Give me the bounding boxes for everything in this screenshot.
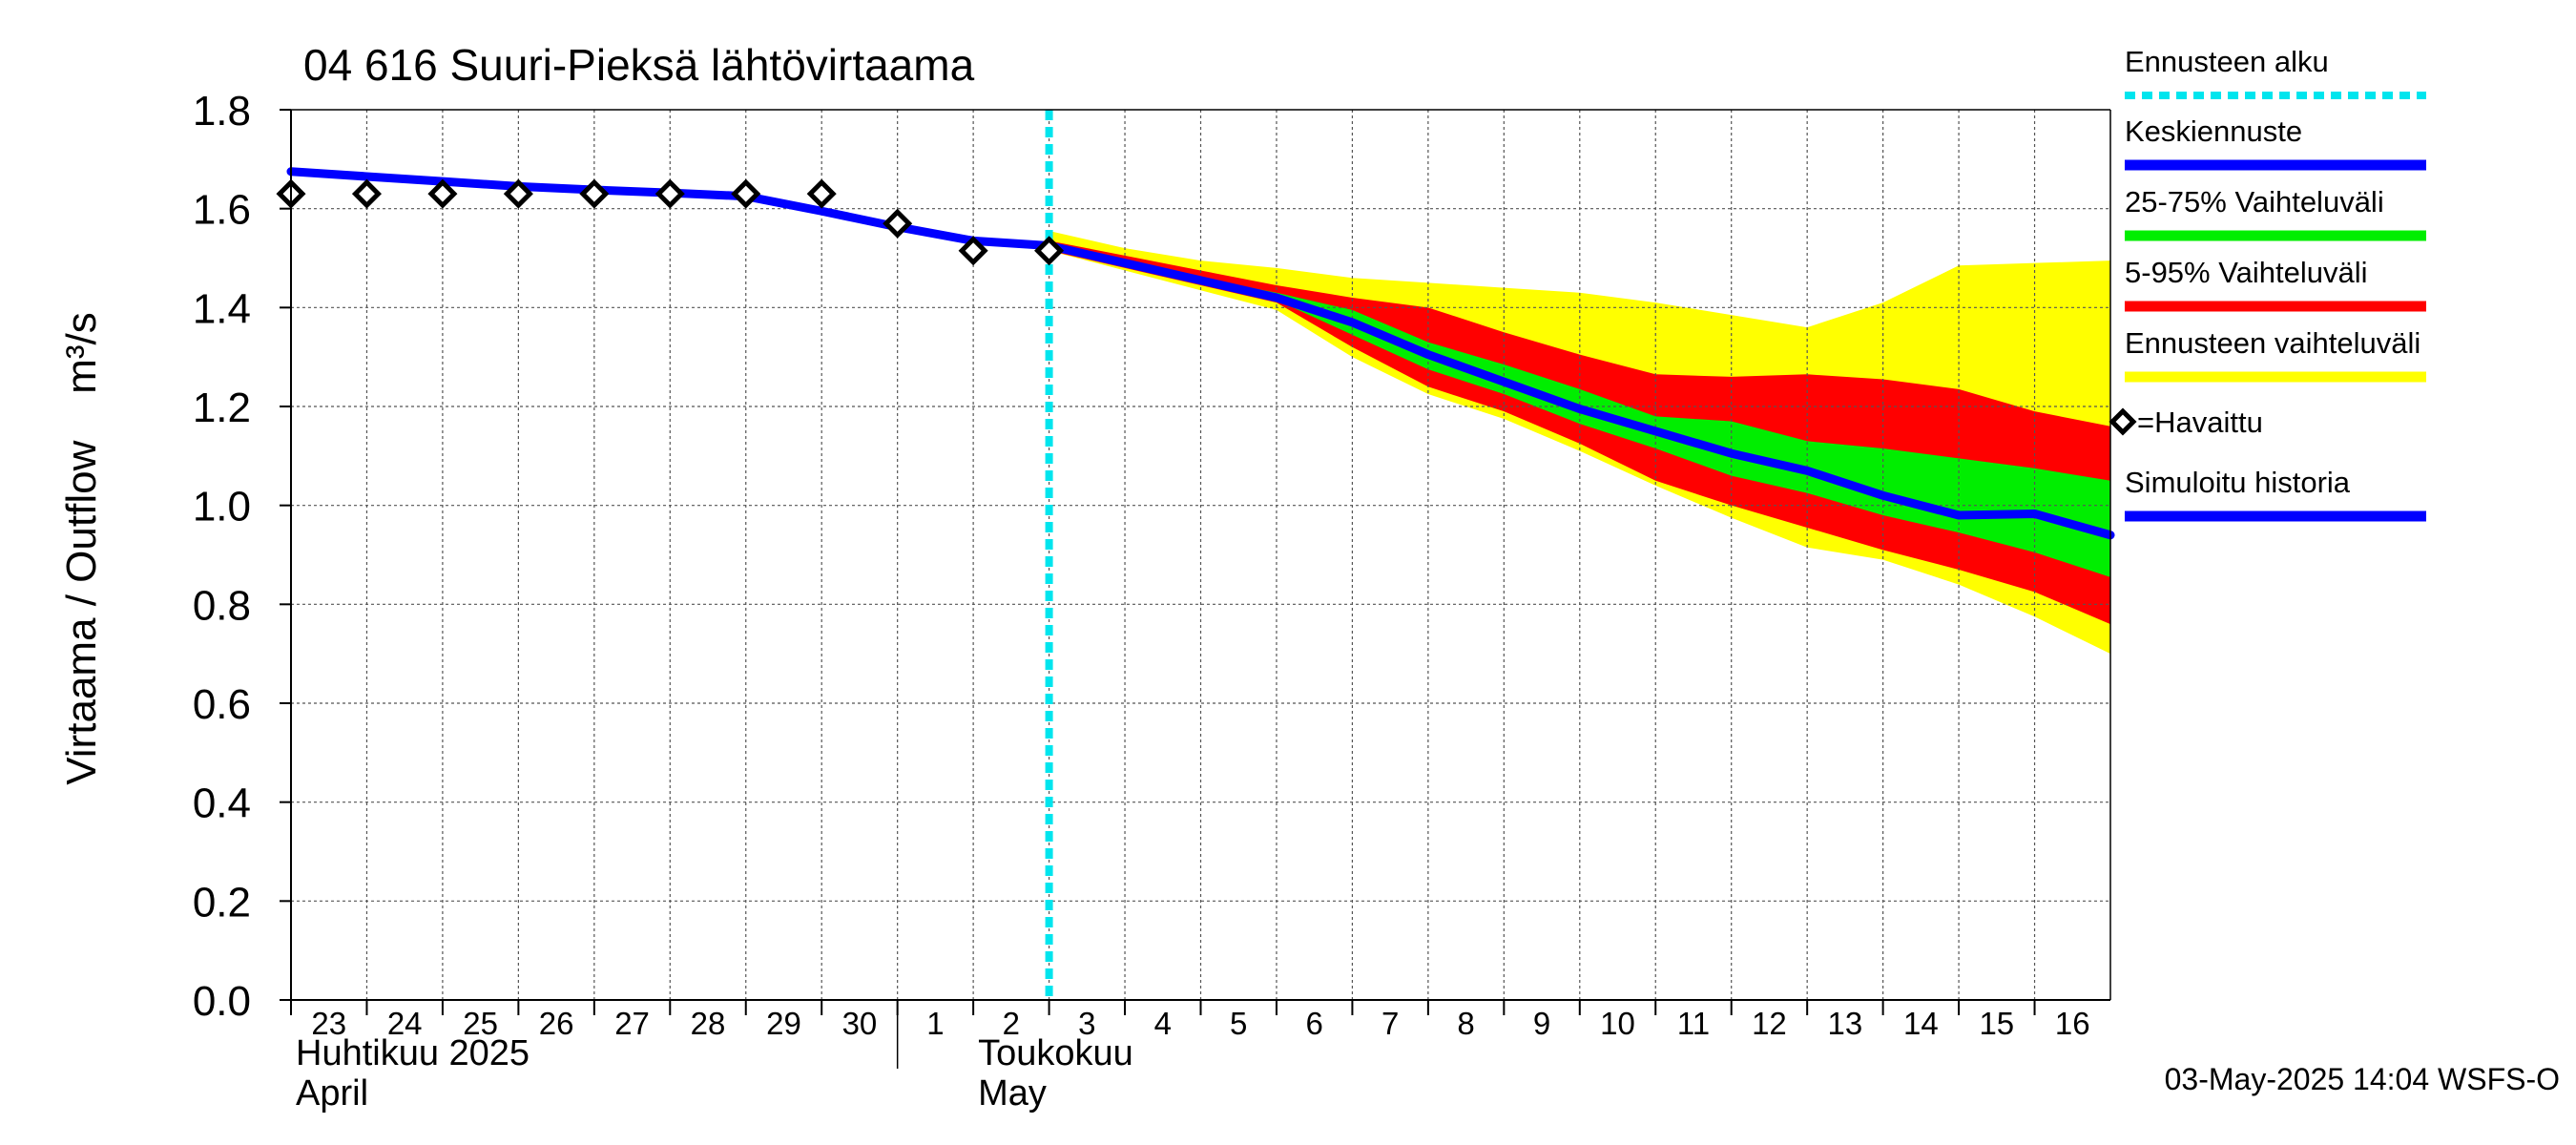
observed-point: [806, 178, 837, 209]
y-tick-label: 0.0: [193, 978, 251, 1025]
x-tick-label: 14: [1903, 1006, 1939, 1041]
x-tick-label: 15: [1979, 1006, 2014, 1041]
observed-point: [731, 178, 761, 209]
y-tick-label: 1.0: [193, 484, 251, 531]
x-tick-label: 4: [1154, 1006, 1172, 1041]
month-label: Toukokuu: [978, 1033, 1133, 1073]
month-label-en: April: [296, 1073, 368, 1114]
x-tick-label: 3: [1078, 1006, 1095, 1041]
legend-label: 25-75% Vaihteluväli: [2125, 185, 2384, 219]
y-tick-label: 1.8: [193, 88, 251, 135]
x-tick-label: 16: [2055, 1006, 2090, 1041]
observed-point: [503, 178, 533, 209]
footer-timestamp: 03-May-2025 14:04 WSFS-O: [2165, 1062, 2560, 1096]
x-tick-label: 30: [842, 1006, 878, 1041]
observed-point: [883, 208, 913, 239]
series-median-forecast: [1045, 241, 2115, 540]
x-tick-label: 11: [1677, 1006, 1710, 1041]
observed-point: [351, 178, 382, 209]
x-tick-label: 9: [1533, 1006, 1550, 1041]
y-tick-label: 1.6: [193, 187, 251, 234]
y-tick-label: 0.8: [193, 582, 251, 629]
y-tick-label: 1.4: [193, 285, 251, 332]
legend-label: Keskiennuste: [2125, 114, 2302, 148]
observed-point: [427, 178, 458, 209]
x-tick-label: 26: [539, 1006, 574, 1041]
y-tick-label: 0.2: [193, 879, 251, 926]
x-tick-labels: 23 24 25 26 27 28 29 30 1 2 3 4 5 6 7 8 9 10 11 12 13 14 15 16H…: [296, 1006, 2090, 1114]
observed-point: [1034, 236, 1065, 266]
x-tick-label: 8: [1457, 1006, 1474, 1041]
legend-label: Ennusteen alku: [2125, 45, 2329, 78]
x-tick-label: 6: [1306, 1006, 1323, 1041]
legend: Ennusteen alku Keskiennuste 25-75% Vaihtel…: [2109, 45, 2426, 522]
x-tick-label: 25: [463, 1006, 498, 1041]
month-label: Huhtikuu 2025: [296, 1033, 530, 1073]
legend-label: =Havaittu: [2137, 406, 2263, 439]
x-tick-label: 23: [311, 1006, 346, 1041]
x-tick-label: 1: [926, 1006, 944, 1041]
observed-point: [958, 236, 988, 266]
x-tick-label: 5: [1230, 1006, 1247, 1041]
month-label-en: May: [978, 1073, 1047, 1114]
y-axis-label: Virtaama / Outflow m³/s: [58, 312, 105, 785]
x-tick-label: 10: [1600, 1006, 1635, 1041]
axes: [280, 109, 2111, 1069]
chart-title: 04 616 Suuri-Pieksä lähtövirtaama: [303, 40, 975, 90]
legend-marker: [2109, 407, 2137, 436]
legend-label: Simuloitu historia: [2125, 466, 2351, 499]
x-tick-label: 29: [766, 1006, 801, 1041]
x-tick-label: 13: [1828, 1006, 1863, 1041]
x-tick-label: 28: [691, 1006, 726, 1041]
observed-point: [654, 178, 685, 209]
y-tick-labels: 0.0 0.2 0.4 0.6 0.8 1.0 1.2 1.4 1.6 1.8: [193, 88, 251, 1025]
x-tick-label: 12: [1752, 1006, 1787, 1041]
observed-point: [579, 178, 610, 209]
observed-markers: [276, 178, 1065, 266]
legend-label: Ennusteen vaihteluväli: [2125, 326, 2420, 360]
x-tick-label: 7: [1381, 1006, 1399, 1041]
legend-label: 5-95% Vaihteluväli: [2125, 256, 2367, 289]
y-tick-label: 0.6: [193, 681, 251, 728]
y-tick-label: 1.2: [193, 385, 251, 431]
x-tick-label: 24: [387, 1006, 423, 1041]
y-tick-label: 0.4: [193, 781, 251, 827]
x-tick-label: 27: [614, 1006, 650, 1041]
x-tick-label: 2: [1003, 1006, 1020, 1041]
